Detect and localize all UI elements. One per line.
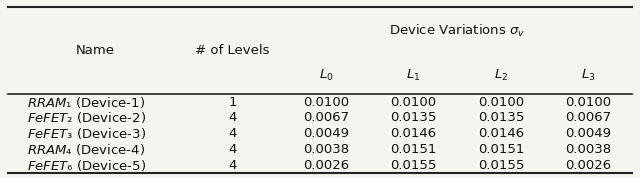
Text: 4: 4: [228, 143, 237, 156]
Text: 0.0100: 0.0100: [303, 96, 349, 109]
Text: $\it{FeFET₆}$ (Device-5): $\it{FeFET₆}$ (Device-5): [27, 158, 146, 173]
Text: 0.0135: 0.0135: [478, 111, 524, 124]
Text: 0.0049: 0.0049: [303, 127, 349, 140]
Text: $L_{3}$: $L_{3}$: [581, 67, 596, 83]
Text: $L_{0}$: $L_{0}$: [319, 67, 333, 83]
Text: 0.0067: 0.0067: [303, 111, 349, 124]
Text: 1: 1: [228, 96, 237, 109]
Text: 0.0146: 0.0146: [390, 127, 436, 140]
Text: # of Levels: # of Levels: [195, 44, 270, 57]
Text: 4: 4: [228, 111, 237, 124]
Text: 4: 4: [228, 127, 237, 140]
Text: 0.0026: 0.0026: [303, 159, 349, 172]
Text: 0.0146: 0.0146: [478, 127, 524, 140]
Text: 4: 4: [228, 159, 237, 172]
Text: 0.0155: 0.0155: [478, 159, 524, 172]
Text: 0.0100: 0.0100: [478, 96, 524, 109]
Text: $\it{RRAM₁}$ (Device-1): $\it{RRAM₁}$ (Device-1): [27, 95, 145, 110]
Text: $\it{FeFET₂}$ (Device-2): $\it{FeFET₂}$ (Device-2): [27, 110, 146, 125]
Text: Device Variations $\sigma_{v}$: Device Variations $\sigma_{v}$: [389, 23, 525, 39]
Text: 0.0100: 0.0100: [566, 96, 612, 109]
Text: 0.0100: 0.0100: [390, 96, 436, 109]
Text: $L_{2}$: $L_{2}$: [494, 67, 508, 83]
Text: $\it{RRAM₄}$ (Device-4): $\it{RRAM₄}$ (Device-4): [27, 142, 145, 157]
Text: $\it{FeFET₃}$ (Device-3): $\it{FeFET₃}$ (Device-3): [27, 126, 146, 141]
Text: 0.0151: 0.0151: [478, 143, 524, 156]
Text: Name: Name: [76, 44, 115, 57]
Text: $L_{1}$: $L_{1}$: [406, 67, 421, 83]
Text: 0.0151: 0.0151: [390, 143, 437, 156]
Text: 0.0038: 0.0038: [566, 143, 612, 156]
Text: 0.0026: 0.0026: [566, 159, 612, 172]
Text: 0.0155: 0.0155: [390, 159, 437, 172]
Text: 0.0038: 0.0038: [303, 143, 349, 156]
Text: 0.0049: 0.0049: [566, 127, 612, 140]
Text: 0.0067: 0.0067: [566, 111, 612, 124]
Text: 0.0135: 0.0135: [390, 111, 437, 124]
